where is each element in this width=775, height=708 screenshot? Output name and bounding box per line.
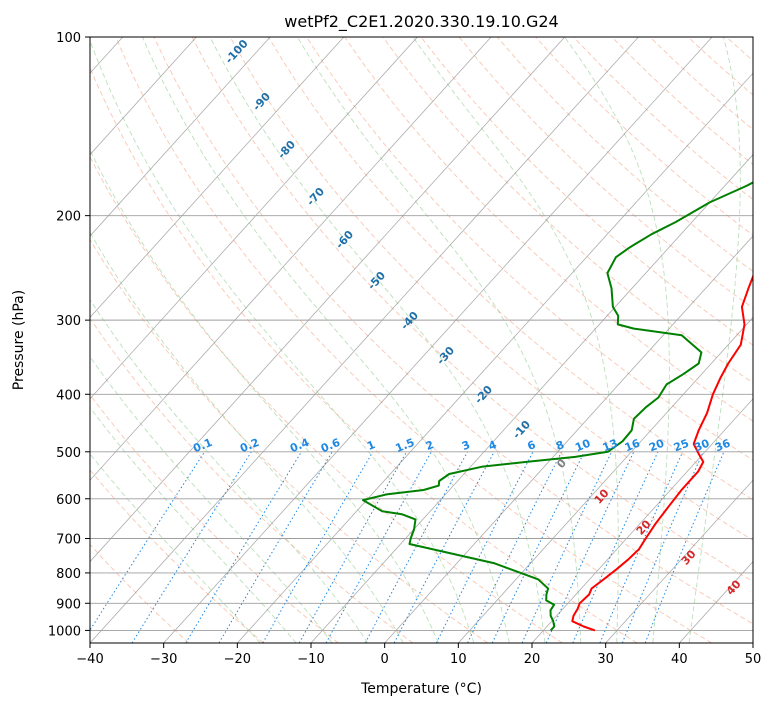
dry-adiabat: [344, 37, 753, 422]
isotherm-line: [531, 398, 753, 643]
mixing-ratio-label: 1: [365, 438, 377, 453]
y-tick-label: 600: [56, 493, 81, 508]
dry-adiabat: [90, 155, 563, 643]
y-axis: 100 200 300 400 500 600 700 800 900 1000: [48, 31, 90, 639]
series-layer: [362, 181, 753, 632]
x-tick-label: −30: [150, 652, 177, 667]
dry-adiabat: [191, 37, 753, 583]
isotherm-line: [90, 37, 492, 481]
mixing-ratio-line: [621, 451, 704, 643]
mixing-ratio-line: [364, 451, 469, 643]
dry-adiabat: [115, 37, 712, 643]
y-tick-label: 100: [56, 31, 81, 46]
mixing-ratio-label: 3: [460, 438, 472, 453]
pressure-grid: [90, 37, 753, 631]
moist-adiabat: [90, 231, 404, 643]
isotherm-line: [90, 37, 271, 237]
x-tick-label: 30: [597, 652, 614, 667]
moist-adiabat: [142, 37, 510, 643]
mixing-ratio-line: [599, 451, 684, 643]
mixing-ratio-line: [644, 451, 725, 643]
temperature-profile-line: [571, 273, 753, 632]
x-tick-label: 0: [381, 652, 389, 667]
mixing-ratio-line: [325, 451, 432, 643]
chart-title: wetPf2_C2E1.2020.330.19.10.G24: [284, 12, 558, 32]
dry-adiabat: [306, 37, 753, 461]
mixing-ratio-label: 25: [672, 437, 691, 455]
mixing-ratio-label: 16: [623, 437, 642, 455]
moist-adiabat: [297, 37, 582, 643]
mixing-ratio-line: [435, 451, 534, 643]
y-tick-label: 500: [56, 446, 81, 461]
y-tick-label: 700: [56, 533, 81, 548]
moist-adiabat: [90, 453, 261, 643]
y-axis-title: Pressure (hPa): [11, 290, 27, 390]
mixing-ratio-line: [90, 451, 206, 632]
x-tick-label: −10: [297, 652, 324, 667]
x-axis: −40 −30 −20 −10 0 10 20 30 40 50: [76, 643, 761, 667]
isotherm-line: [310, 154, 753, 643]
isotherm-line: [163, 37, 713, 643]
isotherm-line: [90, 37, 197, 156]
background-lines: [90, 37, 753, 643]
x-tick-label: −40: [76, 652, 103, 667]
moist-adiabat: [90, 298, 369, 643]
mixing-ratio-label: 20: [647, 437, 666, 455]
mixing-ratio-label: 36: [713, 436, 732, 454]
isotherm-line: [90, 37, 639, 643]
isotherm-line: [90, 37, 345, 318]
mixing-ratio-label: 8: [554, 438, 566, 453]
x-axis-title: Temperature (°C): [360, 681, 482, 697]
mixing-ratio-label: 30: [692, 436, 711, 454]
isotherm-line: [90, 37, 418, 400]
dry-adiabat: [153, 37, 753, 625]
y-tick-label: 1000: [48, 624, 81, 639]
dry-adiabat: [90, 66, 638, 643]
x-tick-label: 50: [745, 652, 762, 667]
moist-adiabat: [209, 37, 546, 643]
moist-adiabat: [688, 37, 741, 643]
dewpoint-profile-line: [362, 181, 753, 632]
mixing-ratio-label: 2: [424, 438, 436, 453]
dry-adiabat: [458, 37, 753, 309]
mixing-ratio-line: [467, 451, 563, 643]
plot-area: [90, 37, 753, 643]
isotherm-line: [605, 479, 753, 643]
y-tick-label: 200: [56, 210, 81, 225]
mixing-ratio-label: 10: [573, 437, 592, 455]
y-tick-label: 400: [56, 388, 81, 403]
plot-frame: [89, 36, 754, 644]
y-tick-label: 800: [56, 567, 81, 582]
mixing-ratio-line: [185, 451, 302, 643]
dry-adiabat: [90, 238, 488, 643]
moist-adiabat: [564, 37, 670, 643]
mixing-ratio-label: 13: [601, 437, 620, 455]
moist-adiabat: [90, 406, 297, 643]
x-tick-label: 40: [671, 652, 688, 667]
x-tick-label: 10: [450, 652, 467, 667]
isotherm-line: [90, 37, 566, 563]
moist-adiabat: [412, 37, 619, 643]
mixing-ratio-line: [572, 451, 659, 643]
moist-adiabat: [90, 149, 439, 643]
dry-adiabat: [420, 37, 753, 346]
x-tick-label: −20: [224, 652, 251, 667]
x-tick-label: 20: [524, 652, 541, 667]
isotherm-line: [384, 235, 753, 643]
isotherm-line: [237, 72, 753, 643]
mixing-ratio-line: [131, 451, 252, 643]
moist-adiabat: [90, 39, 475, 643]
y-tick-label: 900: [56, 597, 81, 612]
isotherm-line: [458, 316, 753, 643]
y-tick-label: 300: [56, 314, 81, 329]
